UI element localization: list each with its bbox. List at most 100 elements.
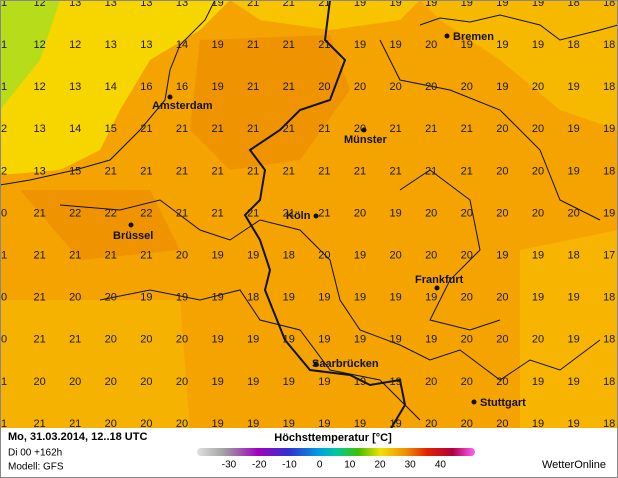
temperature-label: 21 xyxy=(140,165,152,177)
temperature-label: 20 xyxy=(461,418,473,430)
temperature-label: 20 xyxy=(176,334,188,346)
temperature-label: 18 xyxy=(603,334,615,346)
temperature-label: 19 xyxy=(461,39,473,51)
temperature-label: 20 xyxy=(496,376,508,388)
temperature-label: 20 xyxy=(425,418,437,430)
temperature-label: 20 xyxy=(532,123,544,135)
temperature-label: 21 xyxy=(105,165,117,177)
city-label: Brüssel xyxy=(113,230,153,242)
temperature-label: 12 xyxy=(69,39,81,51)
temperature-label: 12 xyxy=(33,0,45,9)
temperature-label: 1 xyxy=(1,250,7,262)
coastline xyxy=(0,0,618,421)
temperature-label: 19 xyxy=(496,250,508,262)
temperature-label: 13 xyxy=(69,0,81,9)
temperature-label: 21 xyxy=(211,165,223,177)
temperature-label: 19 xyxy=(532,418,544,430)
temperature-label: 21 xyxy=(33,418,45,430)
temperature-label: 19 xyxy=(211,292,223,304)
temperature-label: 20 xyxy=(461,207,473,219)
legend-tick: -20 xyxy=(252,460,267,471)
temperature-label: 19 xyxy=(354,334,366,346)
temperature-label: 21 xyxy=(33,334,45,346)
temperature-label: 20 xyxy=(425,81,437,93)
temperature-label: 19 xyxy=(567,165,579,177)
temperature-label: 21 xyxy=(283,39,295,51)
temperature-label: 20 xyxy=(33,376,45,388)
city-dot xyxy=(471,399,477,405)
temperature-label: 21 xyxy=(211,123,223,135)
temperature-label: 19 xyxy=(496,81,508,93)
temperature-label: 12 xyxy=(33,81,45,93)
temperature-label: 13 xyxy=(33,123,45,135)
temperature-label: 19 xyxy=(567,334,579,346)
city-dot xyxy=(434,285,440,291)
temperature-label: 21 xyxy=(461,123,473,135)
temperature-label: 18 xyxy=(603,376,615,388)
mild-zone xyxy=(230,0,420,30)
temperature-label: 21 xyxy=(69,418,81,430)
temperature-label: 19 xyxy=(211,376,223,388)
temperature-label: 19 xyxy=(247,334,259,346)
temperature-label: 1 xyxy=(1,0,7,9)
temperature-label: 19 xyxy=(354,250,366,262)
legend-tick: 20 xyxy=(374,460,386,471)
temperature-label: 19 xyxy=(389,418,401,430)
temperature-label: 0 xyxy=(1,207,7,219)
city-label: Bremen xyxy=(453,31,494,43)
temperature-label: 21 xyxy=(33,250,45,262)
temperature-label: 19 xyxy=(532,39,544,51)
temperature-label: 19 xyxy=(211,39,223,51)
temperature-label: 20 xyxy=(425,376,437,388)
temperature-label: 19 xyxy=(389,292,401,304)
city-dot xyxy=(444,33,450,39)
temperature-label: 20 xyxy=(425,207,437,219)
temperature-label: 19 xyxy=(567,292,579,304)
temperature-label: 21 xyxy=(318,123,330,135)
temperature-label: 20 xyxy=(389,81,401,93)
temperature-label: 21 xyxy=(247,0,259,9)
temperature-label: 19 xyxy=(354,292,366,304)
temperature-label: 20 xyxy=(425,39,437,51)
temperature-label: 14 xyxy=(69,123,81,135)
temperature-label: 20 xyxy=(461,292,473,304)
temperature-label: 19 xyxy=(567,81,579,93)
temperature-label: 19 xyxy=(354,418,366,430)
temperature-label: 19 xyxy=(354,0,366,9)
temperature-label: 20 xyxy=(461,334,473,346)
temperature-label: 20 xyxy=(176,250,188,262)
city-dot xyxy=(361,127,367,133)
temperature-label: 20 xyxy=(532,165,544,177)
temperature-label: 19 xyxy=(389,39,401,51)
temperature-label: 19 xyxy=(354,376,366,388)
temperature-label: 19 xyxy=(318,334,330,346)
city-dot xyxy=(167,94,173,100)
temperature-label: 20 xyxy=(389,250,401,262)
legend-tick: 40 xyxy=(435,460,447,471)
temperature-label: 1 xyxy=(1,81,7,93)
temperature-label: 19 xyxy=(425,0,437,9)
temperature-label: 19 xyxy=(211,0,223,9)
temperature-label: 20 xyxy=(532,334,544,346)
temperature-label: 21 xyxy=(247,207,259,219)
temperature-label: 19 xyxy=(461,0,473,9)
temperature-label: 19 xyxy=(283,334,295,346)
temperature-label: 13 xyxy=(33,165,45,177)
temperature-label: 15 xyxy=(69,165,81,177)
temperature-label: 19 xyxy=(283,376,295,388)
temperature-label: 1 xyxy=(1,418,7,430)
city-label: Saarbrücken xyxy=(312,358,379,370)
brand: WetterOnline xyxy=(542,459,606,471)
cold-zone xyxy=(0,0,60,110)
color-bar xyxy=(197,448,475,456)
temperature-label: 21 xyxy=(318,39,330,51)
city-label: Münster xyxy=(344,134,388,146)
temperature-label: 18 xyxy=(603,292,615,304)
temperature-label: 20 xyxy=(176,376,188,388)
run: Di 00 +162h xyxy=(8,448,62,459)
mild-zone xyxy=(420,0,618,130)
temperature-label: 19 xyxy=(567,376,579,388)
temperature-label: 21 xyxy=(33,292,45,304)
temperature-label: 20 xyxy=(496,334,508,346)
